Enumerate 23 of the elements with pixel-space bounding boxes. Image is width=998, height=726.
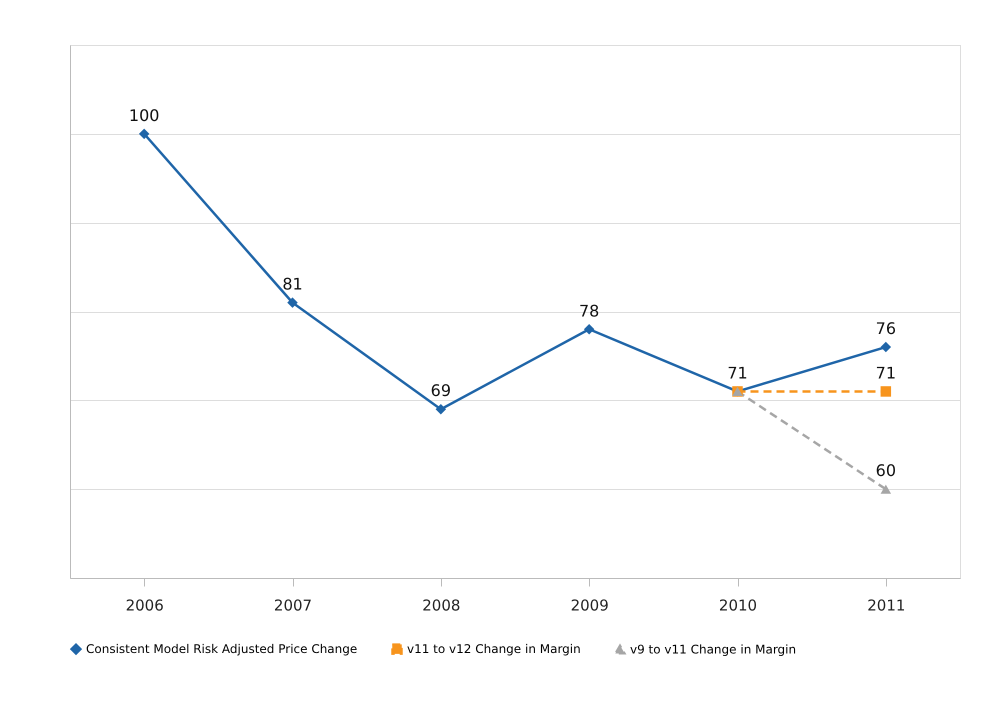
x-tick-label: 2011	[867, 596, 906, 614]
x-tick-label: 2008	[422, 596, 460, 614]
x-tick-label: 2009	[570, 596, 609, 614]
data-label: 78	[578, 301, 600, 320]
point	[584, 324, 594, 335]
point	[287, 297, 298, 308]
x-tick-label: 2010	[718, 596, 758, 614]
data-label: 76	[876, 319, 896, 338]
legend-label: v11 to v12 Change in Margin	[407, 642, 581, 656]
point	[436, 404, 446, 414]
data-label: 69	[430, 381, 452, 400]
data-label: 81	[282, 274, 303, 294]
point	[138, 128, 150, 140]
data-label: 71	[876, 363, 896, 382]
data-label: 60	[876, 461, 896, 480]
data-label: 71	[727, 363, 748, 382]
legend-label: v9 to v11 Change in Margin	[630, 642, 796, 656]
x-tick-label: 2006	[126, 596, 164, 614]
point	[880, 386, 892, 397]
data-label: 100	[128, 106, 160, 125]
x-tick-label: 2007	[274, 596, 312, 614]
legend-label: Consistent Model Risk Adjusted Price Change	[86, 642, 358, 656]
point	[880, 342, 892, 352]
